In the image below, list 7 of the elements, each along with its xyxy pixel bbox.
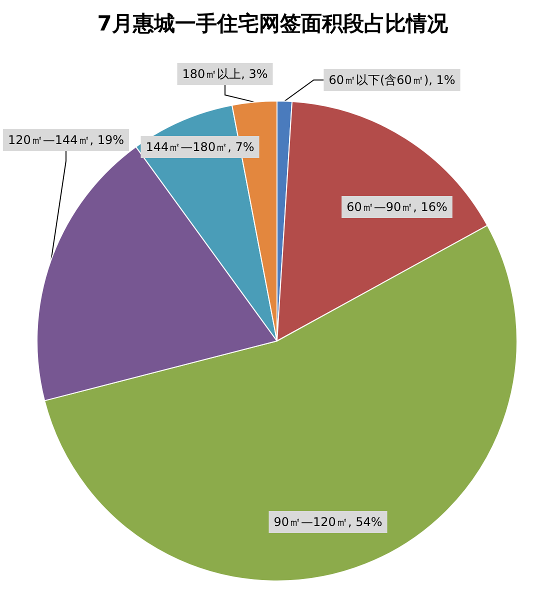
slice-label: 90㎡—120㎡, 54% xyxy=(274,515,382,529)
slice-label: 60㎡—90㎡, 16% xyxy=(346,200,448,214)
slice-label: 180㎡以上, 3% xyxy=(182,67,268,81)
chart-title: 7月惠城一手住宅网签面积段占比情况 xyxy=(97,12,449,36)
slice-label: 120㎡—144㎡, 19% xyxy=(8,133,124,147)
slice-label: 144㎡—180㎡, 7% xyxy=(146,140,254,154)
slice-label: 60㎡以下(含60㎡), 1% xyxy=(328,73,456,87)
